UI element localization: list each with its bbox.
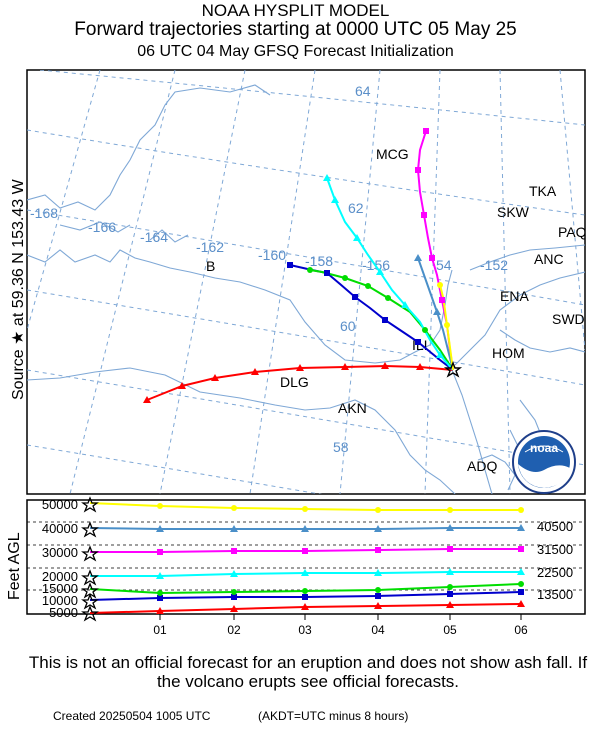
map-panel: -168 -166 -164 -162 -160 -158 -156 54 -1… — [26, 69, 587, 495]
markers-red — [143, 362, 424, 403]
tick-40500: 40500 — [537, 519, 573, 534]
trajectory-red — [146, 364, 454, 401]
noaa-logo-text: noaa — [530, 441, 558, 455]
longitude-grid — [27, 70, 585, 494]
start-star-icons — [81, 496, 99, 622]
tick-5000: 5000 — [49, 605, 78, 620]
lat-label-60: 60 — [340, 318, 356, 334]
markers-steelblue — [414, 254, 441, 315]
station-dlg: DLG — [280, 374, 309, 390]
time-05: 05 — [443, 623, 457, 637]
latitude-labels: 64 62 60 58 — [333, 83, 371, 455]
lat-label-62: 62 — [348, 200, 364, 216]
forecast-init: 06 UTC 04 May GFSQ Forecast Initializati… — [137, 43, 454, 60]
station-anc: ANC — [534, 251, 564, 267]
map-frame — [26, 69, 586, 495]
noaa-logo-icon: noaa — [512, 430, 576, 494]
lon-label-152: -152 — [480, 257, 508, 273]
disclaimer-text: This is not an official forecast for an … — [28, 653, 588, 691]
time-06: 06 — [514, 623, 528, 637]
markers-yellow — [437, 282, 450, 328]
markers-blue — [287, 262, 421, 345]
markers-green — [307, 267, 428, 333]
station-swd: SWD — [552, 311, 585, 327]
chart-subtitle: Forward trajectories starting at 0000 UT… — [74, 19, 517, 40]
lon-label-168: -168 — [30, 205, 58, 221]
station-mcg: MCG — [376, 146, 409, 162]
time-ticks — [159, 614, 522, 620]
time-02: 02 — [227, 623, 241, 637]
height-panel: 50000 40000 30000 20000 15000 10000 5000… — [26, 496, 586, 637]
lon-label-164: -164 — [140, 229, 168, 245]
tick-10000: 10000 — [42, 593, 78, 608]
tick-40000: 40000 — [42, 521, 78, 536]
station-labels: MCG TKA SKW PAQ ANC B ENA SWD ILI HOM DL… — [206, 146, 587, 474]
tick-15000: 15000 — [42, 581, 78, 596]
tick-31500: 31500 — [537, 542, 573, 557]
height-left-ticks: 50000 40000 30000 20000 15000 10000 5000 — [42, 497, 78, 620]
lon-label-166: -166 — [88, 219, 116, 235]
source-star-icon — [443, 361, 463, 378]
station-ena: ENA — [500, 288, 529, 304]
tick-30000: 30000 — [42, 545, 78, 560]
tick-22500: 22500 — [537, 565, 573, 580]
tick-20000: 20000 — [42, 569, 78, 584]
lon-label-160: -160 — [258, 247, 286, 263]
time-labels: 01 02 03 04 05 06 — [153, 623, 528, 637]
timezone-note: (AKDT=UTC minus 8 hours) — [258, 709, 409, 723]
lon-label-158: -158 — [305, 253, 333, 269]
station-akn: AKN — [338, 400, 367, 416]
station-b: B — [206, 258, 215, 274]
lat-label-58: 58 — [333, 439, 349, 455]
station-skw: SKW — [497, 204, 530, 220]
height-markers — [156, 503, 525, 614]
time-01: 01 — [153, 623, 167, 637]
station-hom: HOM — [492, 345, 525, 361]
lat-label-64: 64 — [355, 83, 371, 99]
station-paq: PAQ — [558, 224, 587, 240]
chart-title: NOAA HYSPLIT MODEL — [201, 1, 390, 20]
lon-label-154: 54 — [436, 257, 452, 273]
height-right-ticks: 40500 31500 22500 13500 — [537, 519, 573, 602]
latitude-grid — [27, 70, 585, 494]
lon-label-162: -162 — [196, 239, 224, 255]
tick-13500: 13500 — [537, 587, 573, 602]
time-03: 03 — [298, 623, 312, 637]
coastline — [27, 84, 585, 494]
trajectory-markers — [143, 128, 450, 403]
station-tka: TKA — [529, 183, 557, 199]
time-04: 04 — [371, 623, 385, 637]
tick-50000: 50000 — [42, 497, 78, 512]
markers-magenta — [415, 128, 445, 303]
created-timestamp: Created 20250504 1005 UTC — [53, 709, 211, 723]
trajectory-cyan — [326, 177, 454, 371]
longitude-labels: -168 -166 -164 -162 -160 -158 -156 54 -1… — [30, 205, 508, 273]
station-adq: ADQ — [467, 458, 497, 474]
markers-cyan — [323, 174, 444, 358]
